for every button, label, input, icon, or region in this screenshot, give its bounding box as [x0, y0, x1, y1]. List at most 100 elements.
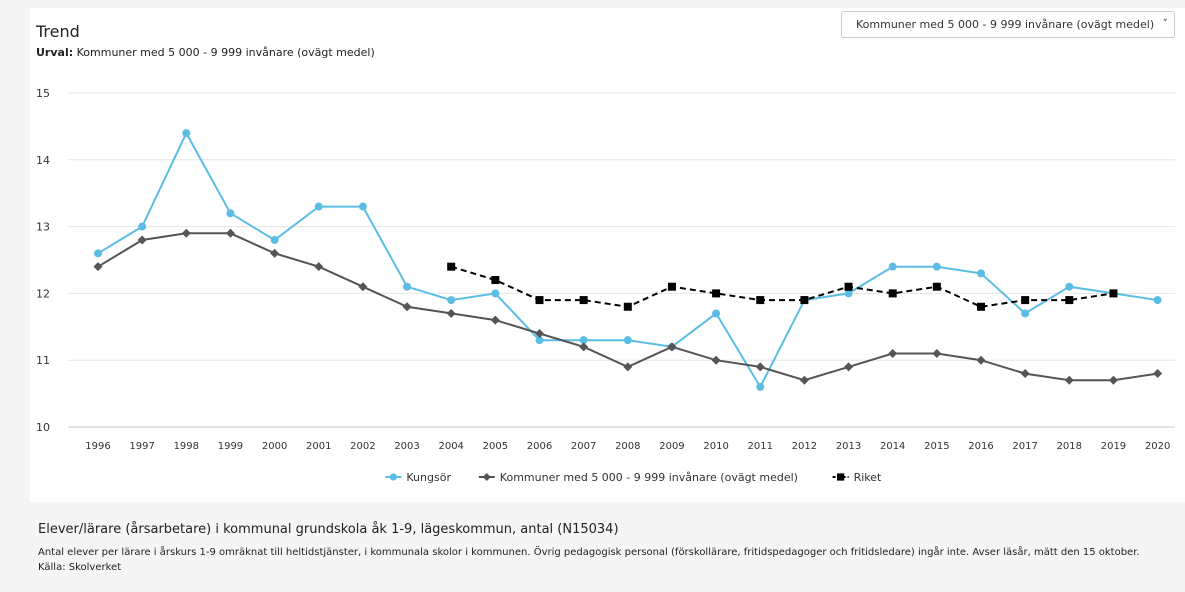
series-1: [93, 228, 1163, 385]
data-point: [491, 276, 500, 285]
data-point: [447, 262, 456, 271]
data-point: [888, 349, 898, 359]
x-tick-label: 1999: [218, 441, 243, 452]
x-tick-label: 2007: [571, 441, 596, 452]
data-point: [403, 282, 412, 291]
data-point: [389, 473, 397, 481]
data-point: [756, 382, 765, 391]
data-point: [1065, 282, 1074, 291]
data-point: [181, 228, 191, 238]
x-tick-label: 2005: [483, 441, 508, 452]
x-tick-label: 2010: [703, 441, 728, 452]
subtitle-value: Kommuner med 5 000 - 9 999 invånare (ovä…: [76, 46, 375, 59]
data-point: [225, 228, 235, 238]
data-point: [844, 289, 853, 298]
series-2: [447, 262, 1118, 311]
data-point: [623, 362, 633, 372]
data-point: [1108, 375, 1118, 385]
data-point: [712, 309, 721, 318]
x-tick-label: 2002: [350, 441, 375, 452]
indicator-title: Elever/lärare (årsarbetare) i kommunal g…: [38, 522, 619, 537]
data-point: [1064, 375, 1074, 385]
data-point: [579, 336, 588, 345]
x-tick-label: 2001: [306, 441, 331, 452]
x-tick-label: 2006: [527, 441, 552, 452]
chevron-down-icon: ˅: [1162, 17, 1169, 30]
data-point: [138, 222, 147, 231]
data-point: [137, 235, 147, 245]
data-point: [358, 202, 367, 211]
series-line: [97, 130, 1158, 389]
data-point: [579, 296, 588, 305]
data-point: [623, 302, 632, 311]
data-point: [799, 375, 809, 385]
line-chart: 10 11 12 13 14 15 1996 1997 1998 1999 2000 2001 2002…: [36, 87, 1175, 484]
series-line: [450, 265, 1114, 308]
data-point: [932, 349, 942, 359]
subtitle-prefix: Urval:: [36, 46, 74, 59]
data-point: [535, 328, 544, 338]
data-point: [888, 262, 897, 271]
x-tick-label: 2020: [1145, 441, 1170, 452]
y-tick-label: 14: [36, 154, 50, 167]
y-tick-label: 15: [36, 87, 50, 100]
x-tick-label: 1997: [129, 441, 154, 452]
data-point: [976, 355, 986, 365]
data-point: [270, 235, 279, 244]
x-tick-label: 2009: [659, 441, 684, 452]
data-point: [93, 262, 103, 272]
x-tick-label: 2019: [1101, 441, 1126, 452]
x-tick-label: 2018: [1057, 441, 1082, 452]
data-point: [1153, 369, 1163, 379]
data-point: [535, 336, 544, 345]
data-point: [314, 202, 323, 211]
data-point: [932, 282, 941, 291]
data-point: [1021, 309, 1030, 318]
x-tick-label: 2013: [836, 441, 861, 452]
data-point: [535, 296, 544, 305]
x-tick-label: 2008: [615, 441, 640, 452]
legend-item: Kungsör: [385, 471, 451, 484]
data-point: [756, 296, 765, 305]
legend-label: Kommuner med 5 000 - 9 999 invånare (ovä…: [500, 471, 798, 484]
data-point: [579, 342, 589, 352]
data-point: [977, 269, 985, 278]
x-tick-label: 1998: [174, 441, 199, 452]
data-point: [932, 262, 941, 271]
x-tick-label: 2016: [968, 441, 993, 452]
x-tick-label: 2015: [924, 441, 949, 452]
series-0: [94, 129, 1162, 391]
y-tick-label: 10: [36, 421, 50, 434]
data-point: [491, 289, 500, 298]
legend-item: Kommuner med 5 000 - 9 999 invånare (ovä…: [478, 471, 798, 484]
legend-item: Riket: [832, 471, 882, 484]
data-point: [844, 282, 853, 291]
data-point: [490, 315, 500, 325]
chart-card: Trend Urval: Kommuner med 5 000 - 9 999 …: [30, 8, 1185, 502]
data-point: [182, 129, 191, 138]
x-tick-label: 2017: [1012, 441, 1037, 452]
x-tick-label: 2014: [880, 441, 905, 452]
comparison-select[interactable]: Kommuner med 5 000 - 9 999 invånare (ovä…: [841, 11, 1175, 38]
data-point: [1021, 296, 1030, 305]
data-point: [1020, 369, 1030, 379]
data-point: [446, 308, 456, 318]
comparison-select-value: Kommuner med 5 000 - 9 999 invånare (ovä…: [856, 18, 1155, 31]
data-point: [977, 302, 985, 311]
x-tick-label: 2012: [792, 441, 817, 452]
y-tick-label: 13: [36, 221, 50, 234]
x-tick-label: 1996: [85, 441, 110, 452]
indicator-description: Antal elever per lärare i årskurs 1-9 om…: [38, 547, 1140, 573]
chart-subtitle: Urval: Kommuner med 5 000 - 9 999 invåna…: [36, 46, 375, 59]
data-point: [667, 282, 676, 291]
data-point: [712, 289, 721, 298]
data-point: [226, 209, 235, 218]
data-point: [755, 362, 765, 372]
x-tick-label: 2003: [394, 441, 419, 452]
data-point: [1153, 296, 1162, 305]
data-point: [402, 302, 412, 312]
x-tick-label: 2004: [438, 441, 463, 452]
data-point: [844, 362, 854, 372]
x-tick-label: 2000: [262, 441, 287, 452]
y-tick-label: 11: [36, 354, 50, 367]
